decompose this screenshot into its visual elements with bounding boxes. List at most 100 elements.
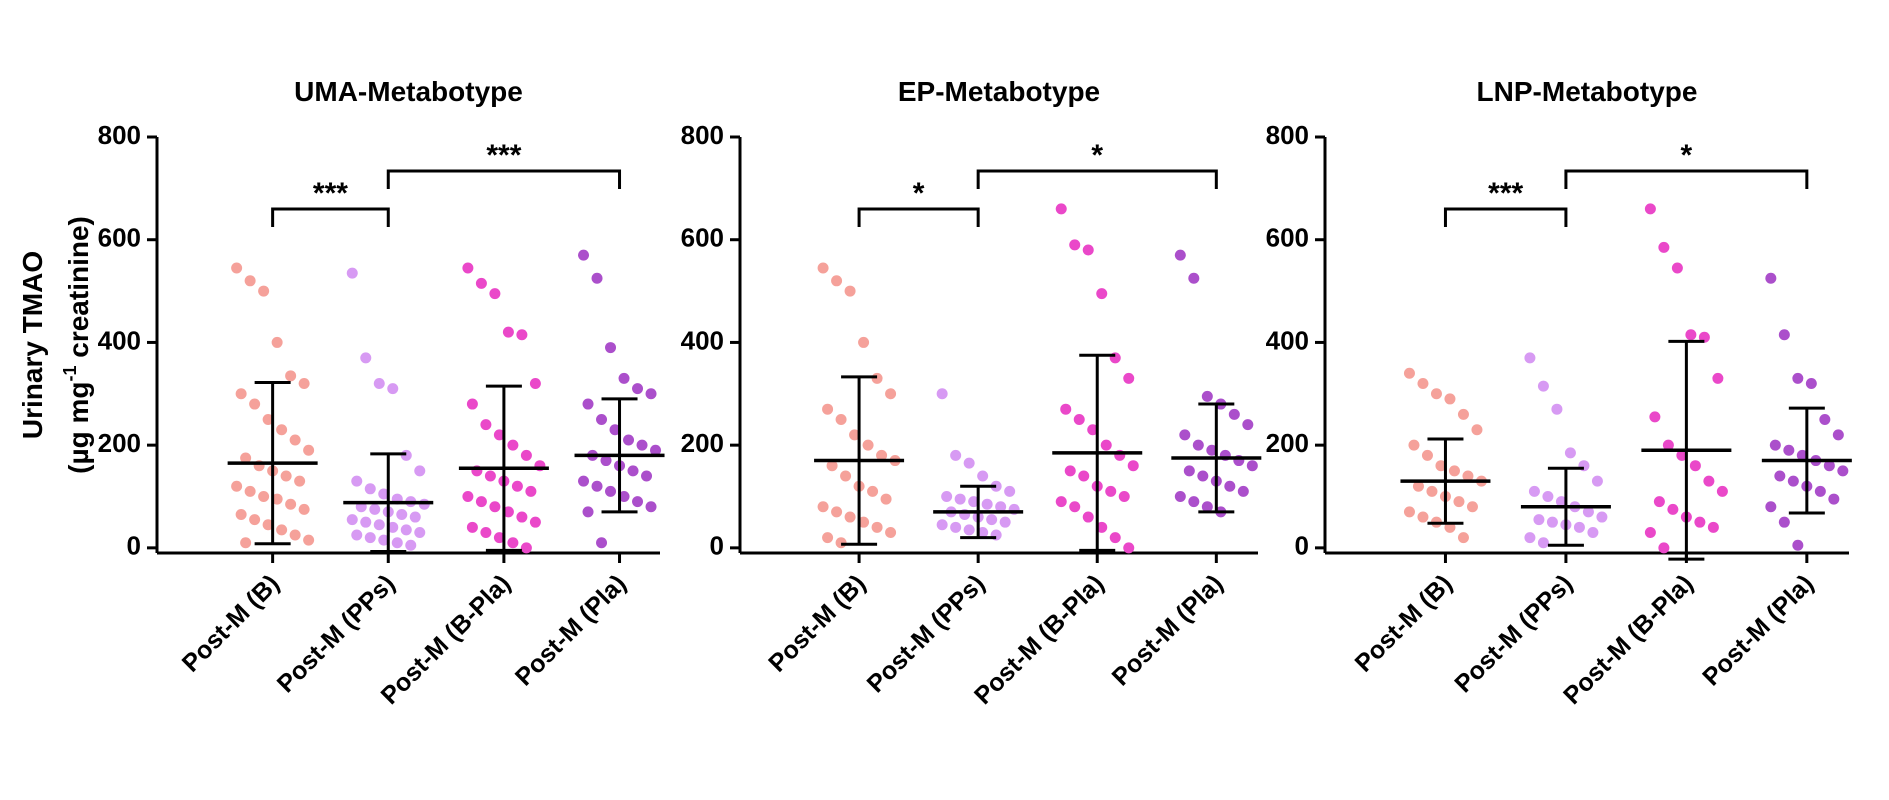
data-point — [885, 526, 897, 538]
data-point — [1457, 532, 1469, 544]
data-point — [831, 506, 843, 518]
data-point — [1564, 447, 1576, 459]
data-point — [1237, 485, 1249, 497]
data-point — [1542, 491, 1554, 503]
data-point — [1765, 501, 1777, 513]
data-point — [1537, 537, 1549, 549]
unit-sup: -1 — [60, 366, 80, 382]
data-point — [1426, 485, 1438, 497]
data-point — [844, 285, 856, 297]
data-point — [1087, 424, 1099, 436]
data-point — [1716, 485, 1728, 497]
significance-label: * — [1681, 139, 1693, 172]
y-tick-label: 400 — [681, 325, 724, 355]
data-point — [876, 449, 888, 461]
data-point — [231, 262, 243, 274]
data-point — [817, 501, 829, 513]
data-point — [1524, 532, 1536, 544]
data-point — [1644, 526, 1656, 538]
data-point — [1105, 485, 1117, 497]
data-point — [414, 526, 426, 538]
data-point — [1096, 288, 1108, 300]
data-point — [1082, 511, 1094, 523]
data-point — [1582, 506, 1594, 518]
data-point — [1787, 475, 1799, 487]
y-axis-title: Urinary TMAO — [17, 251, 48, 439]
x-tick-label: Post-M (Pla) — [1107, 569, 1229, 691]
significance-label: * — [913, 177, 925, 210]
data-point — [840, 470, 852, 482]
x-tick-label: Post-M (B-Pla) — [1558, 569, 1699, 710]
data-point — [950, 521, 962, 533]
data-point — [1528, 485, 1540, 497]
data-point — [400, 524, 412, 536]
data-point — [609, 424, 621, 436]
y-tick-label: 800 — [98, 120, 141, 150]
data-point — [963, 524, 975, 536]
data-point — [578, 475, 590, 487]
data-point — [826, 460, 838, 472]
data-point — [632, 383, 644, 395]
significance-bracket — [1564, 169, 1809, 189]
data-point — [346, 267, 358, 279]
data-point — [1242, 419, 1254, 431]
data-point — [1685, 329, 1697, 341]
data-point — [1096, 521, 1108, 533]
data-point — [1123, 372, 1135, 384]
x-tick-label: Post-M (PPs) — [862, 569, 991, 698]
data-point — [1408, 439, 1420, 451]
data-point — [244, 275, 256, 287]
data-point — [1206, 444, 1218, 456]
data-point — [1188, 496, 1200, 508]
data-point — [1466, 501, 1478, 513]
data-point — [1778, 329, 1790, 341]
data-point — [1412, 480, 1424, 492]
data-point — [1555, 496, 1567, 508]
data-point — [1792, 539, 1804, 551]
data-point — [1174, 249, 1186, 261]
data-point — [1201, 390, 1213, 402]
data-point — [351, 529, 363, 541]
data-point — [600, 455, 612, 467]
data-point — [963, 457, 975, 469]
data-point — [235, 508, 247, 520]
data-point — [1228, 408, 1240, 420]
data-point — [1644, 203, 1656, 215]
data-point — [1403, 506, 1415, 518]
significance-bracket — [857, 207, 980, 227]
data-point — [1783, 444, 1795, 456]
data-point — [1823, 460, 1835, 472]
data-point — [396, 508, 408, 520]
data-point — [1707, 521, 1719, 533]
data-point — [529, 516, 541, 528]
data-point — [1533, 514, 1545, 526]
data-point — [1712, 372, 1724, 384]
data-point — [1805, 378, 1817, 390]
data-point — [1127, 460, 1139, 472]
data-point — [1551, 403, 1563, 415]
data-point — [591, 480, 603, 492]
data-point — [1537, 380, 1549, 392]
data-point — [936, 519, 948, 531]
data-point — [1774, 470, 1786, 482]
data-point — [276, 524, 288, 536]
data-point — [369, 503, 381, 515]
data-point — [294, 475, 306, 487]
data-point — [276, 424, 288, 436]
data-point — [1471, 424, 1483, 436]
data-point — [1814, 485, 1826, 497]
data-point — [516, 329, 528, 341]
data-point — [1769, 439, 1781, 451]
data-point — [999, 516, 1011, 528]
data-point — [502, 326, 514, 338]
data-point — [1430, 388, 1442, 400]
y-tick-label: 600 — [98, 223, 141, 253]
data-point — [262, 413, 274, 425]
data-point — [400, 449, 412, 461]
data-point — [249, 398, 261, 410]
data-point — [262, 519, 274, 531]
data-point — [1676, 449, 1688, 461]
data-point — [636, 439, 648, 451]
data-point — [235, 388, 247, 400]
